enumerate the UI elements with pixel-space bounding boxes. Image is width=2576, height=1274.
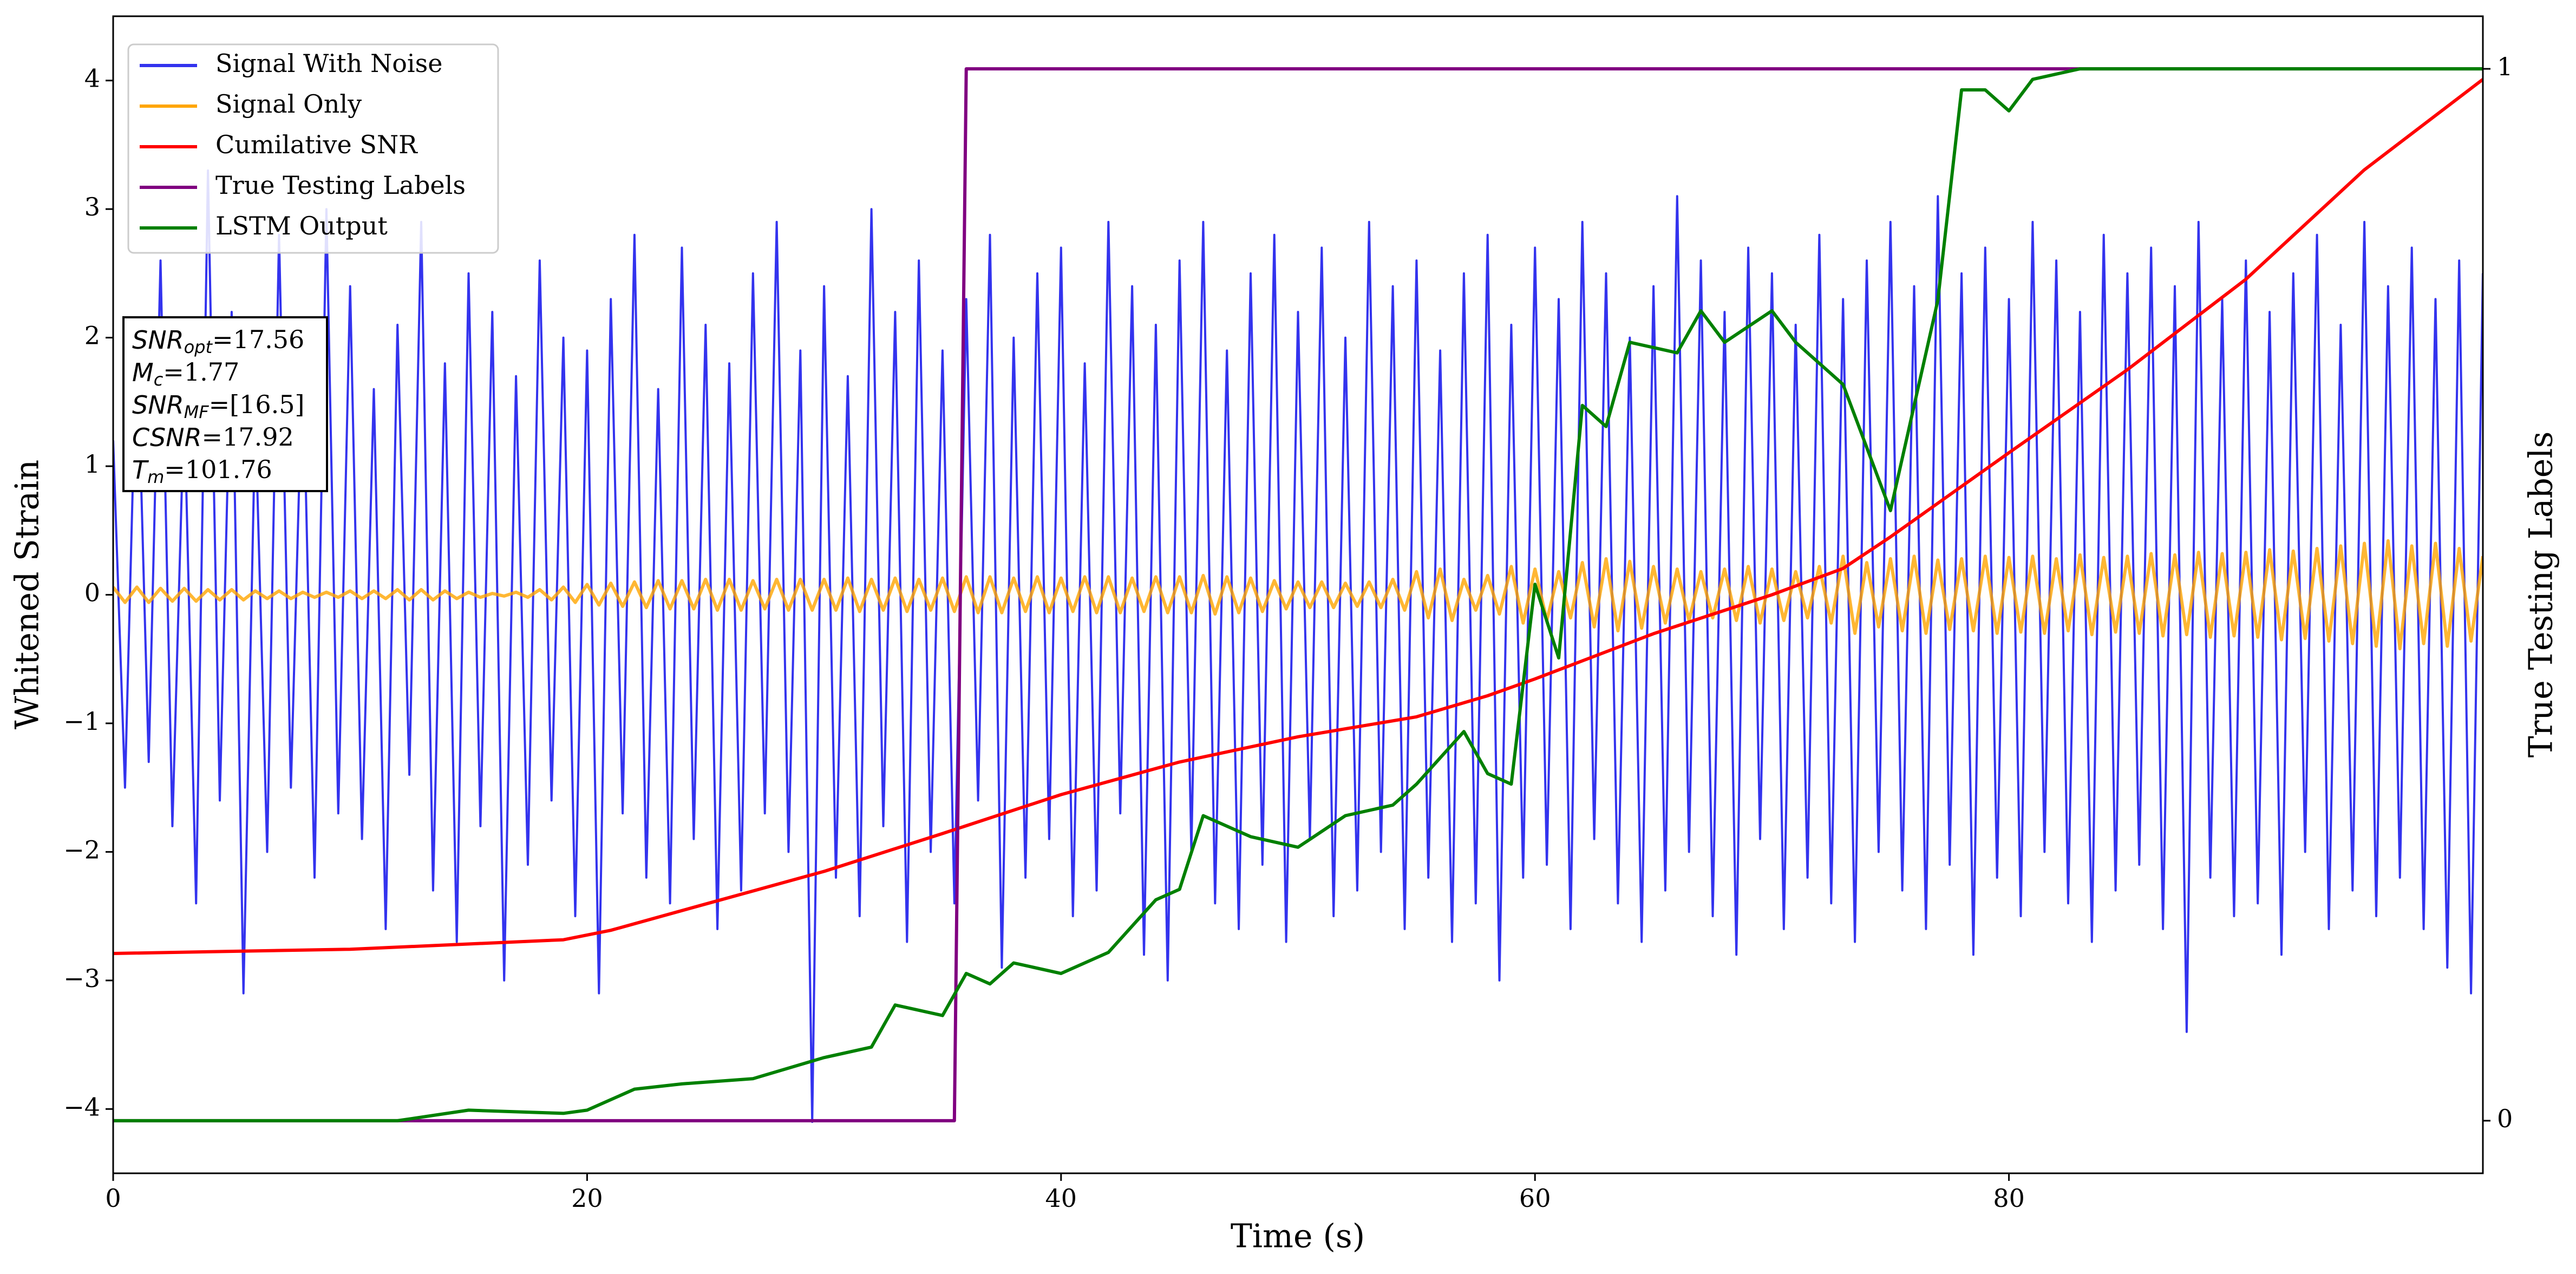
y-tick-label: −3 bbox=[63, 964, 100, 993]
annotation-sub: c bbox=[154, 369, 164, 390]
series-line bbox=[113, 78, 2483, 955]
y2-tick-label: 1 bbox=[2497, 52, 2513, 81]
annotation-line: SNRMF=[16.5] bbox=[132, 390, 304, 422]
legend-label: Signal Only bbox=[215, 89, 362, 119]
series-line bbox=[113, 539, 2483, 651]
annotation-sub: opt bbox=[184, 337, 213, 357]
series-line bbox=[113, 67, 2483, 1122]
annotation-line: CSNR=17.92 bbox=[132, 422, 294, 452]
y-tick-label: −1 bbox=[63, 707, 100, 736]
x-tick-label: 40 bbox=[1045, 1184, 1077, 1213]
annotation-main: M bbox=[132, 358, 154, 387]
annotation-main: SNR bbox=[132, 390, 184, 420]
series-line bbox=[113, 67, 2483, 1122]
y-axis-label: Whitened Strain bbox=[9, 460, 47, 729]
legend-label: LSTM Output bbox=[215, 211, 388, 240]
y2-axis-label: True Testing Labels bbox=[2522, 432, 2560, 758]
x-tick-label: 20 bbox=[571, 1184, 603, 1213]
annotation-rest: =17.92 bbox=[202, 422, 294, 452]
annotation-line: SNRopt=17.56 bbox=[132, 325, 304, 357]
y-tick-label: 1 bbox=[84, 449, 100, 479]
y-tick-label: −2 bbox=[63, 835, 100, 864]
x-tick-label: 60 bbox=[1519, 1184, 1551, 1213]
annotation-main: T bbox=[132, 455, 149, 485]
y-tick-label: 3 bbox=[84, 192, 100, 221]
annotation-rest: =1.77 bbox=[163, 357, 239, 387]
series-line bbox=[113, 169, 2483, 1123]
annotation-rest: =17.56 bbox=[212, 325, 304, 354]
y-tick-label: 2 bbox=[84, 321, 100, 350]
x-tick-label: 0 bbox=[105, 1184, 121, 1213]
plot-frame bbox=[112, 15, 2484, 1174]
legend-label: True Testing Labels bbox=[215, 171, 466, 200]
legend-label: Cumilative SNR bbox=[215, 130, 418, 159]
annotation-line: Tm=101.76 bbox=[132, 455, 272, 487]
annotation-box bbox=[122, 316, 328, 492]
annotation-sub: m bbox=[147, 467, 164, 487]
y-tick-label: −4 bbox=[63, 1092, 100, 1121]
y-tick-label: 0 bbox=[84, 578, 100, 607]
annotation-line: Mc=1.77 bbox=[132, 357, 239, 390]
x-axis-label: Time (s) bbox=[1231, 1218, 1365, 1256]
legend-label: Signal With Noise bbox=[215, 49, 442, 78]
annotation-rest: =101.76 bbox=[164, 455, 272, 484]
annotation-main: SNR bbox=[132, 325, 184, 355]
x-tick-label: 80 bbox=[1993, 1184, 2025, 1213]
annotation-rest: =[16.5] bbox=[209, 390, 305, 419]
legend-box bbox=[127, 43, 499, 254]
y-tick-label: 4 bbox=[84, 64, 100, 93]
annotation-sub: MF bbox=[184, 402, 210, 422]
y2-tick-label: 0 bbox=[2497, 1104, 2513, 1133]
annotation-main: CSNR bbox=[132, 423, 202, 452]
